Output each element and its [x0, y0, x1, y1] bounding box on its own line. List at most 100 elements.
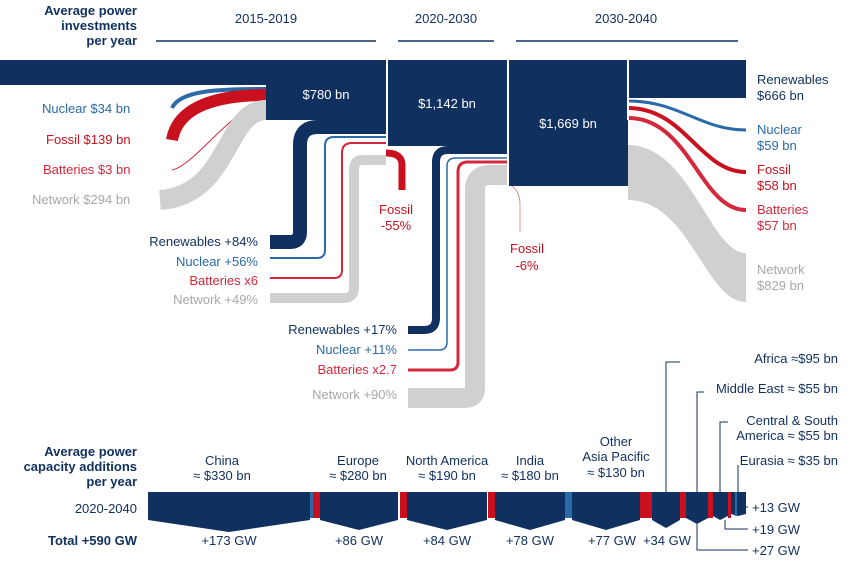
block-2015-2019-left	[0, 60, 266, 62]
input-label: Batteries $3 bn	[43, 162, 130, 177]
row-label-total: Total +590 GW	[48, 533, 138, 548]
band-north-america-fossil	[488, 492, 495, 518]
flow-out-batteries	[627, 116, 747, 212]
growth-label: Network +49%	[173, 292, 258, 307]
flow-fossil-drop-1	[385, 149, 406, 190]
band-africa	[652, 492, 680, 528]
investments-title-line-2: investments	[61, 18, 137, 33]
region-name: Other	[600, 434, 633, 449]
region-investment: ≈ $180 bn	[501, 468, 559, 483]
flow-network-growth-1	[270, 155, 386, 303]
flow-in-network	[158, 100, 268, 210]
output-label: Batteries	[757, 202, 809, 217]
region-gw: +27 GW	[752, 543, 801, 558]
block-2030-2040	[508, 60, 628, 186]
period-label: 2030-2040	[595, 11, 657, 26]
flow-out-fossil	[627, 106, 747, 174]
fossil-drop-value: -55%	[381, 218, 412, 233]
region-gw: +86 GW	[335, 533, 384, 548]
region-name: Asia Pacific	[582, 449, 650, 464]
flow-in-nuclear	[170, 87, 267, 110]
region-gw: +13 GW	[752, 500, 801, 515]
output-value: $59 bn	[757, 138, 797, 153]
input-label: Nuclear $34 bn	[42, 101, 130, 116]
output-label: Fossil	[757, 162, 791, 177]
growth-label: Nuclear +11%	[316, 342, 397, 357]
band-csa-fossil	[728, 492, 731, 518]
output-value: $829 bn	[757, 278, 804, 293]
region-investment: ≈ $280 bn	[329, 468, 387, 483]
band-eurasia-sep	[735, 492, 737, 516]
period-label: 2015-2019	[235, 11, 297, 26]
investments-title: Average power investments per year	[44, 3, 137, 48]
band-middle-east-fossil	[708, 492, 713, 518]
fossil-drop-value: -6%	[515, 258, 539, 273]
growth-label: Renewables +17%	[288, 322, 397, 337]
growth-label: Nuclear +56%	[176, 254, 258, 269]
flow-renewables-growth-1	[270, 120, 386, 249]
region-gw: +77 GW	[588, 533, 637, 548]
band-china-fossil	[313, 492, 320, 518]
region-name: Central & South	[746, 413, 838, 428]
capacity-title-line-3: per year	[86, 474, 137, 489]
region-name: Eurasia ≈ $35 bn	[740, 453, 838, 468]
capacity-title: Average power capacity additions per yea…	[24, 444, 137, 489]
band-eurasia	[731, 492, 746, 516]
region-name: India	[516, 453, 545, 468]
band-middle-east	[686, 492, 708, 524]
period-label: 2020-2030	[415, 11, 477, 26]
band-africa-fossil	[680, 492, 686, 518]
band-india-sep	[565, 492, 572, 518]
flow-out-network	[628, 145, 746, 302]
input-label: Fossil $139 bn	[46, 132, 131, 147]
flow-renewables-growth-2	[408, 146, 508, 334]
block-2020-2030	[388, 60, 508, 146]
capacity-title-line-2: capacity additions	[24, 459, 137, 474]
flow-nuclear-growth-1	[270, 136, 386, 259]
output-label: Network	[757, 262, 805, 277]
region-gw: +84 GW	[423, 533, 472, 548]
flow-batteries-growth-2	[408, 160, 508, 372]
band-other-asia-fossil	[640, 492, 652, 518]
fossil-drop-label: Fossil	[379, 202, 413, 217]
investments-title-line-1: Average power	[44, 3, 137, 18]
output-value: $58 bn	[757, 178, 797, 193]
block-total: $1,142 bn	[418, 96, 476, 111]
growth-label: Batteries x2.7	[318, 362, 398, 377]
growth-label: Renewables +84%	[149, 234, 258, 249]
band-china-sep	[310, 492, 313, 518]
row-label-period: 2020-2040	[75, 501, 137, 516]
block-2015-2019	[266, 60, 386, 120]
period-headers: 2015-2019 2020-2030 2030-2040	[156, 11, 738, 42]
block-total: $1,669 bn	[539, 116, 597, 131]
band-europe-fossil	[400, 492, 407, 518]
region-name: North America	[406, 453, 489, 468]
input-label: Network $294 bn	[32, 192, 130, 207]
capacity-band	[148, 492, 746, 532]
flow-batteries-growth-1	[270, 142, 386, 279]
growth-label: Network +90%	[312, 387, 397, 402]
output-label: Nuclear	[757, 122, 802, 137]
sankey-flows	[0, 61, 747, 408]
band-europe	[320, 492, 398, 530]
region-name: Middle East ≈ $55 bn	[716, 381, 838, 396]
region-investment: ≈ $330 bn	[193, 468, 251, 483]
region-investment: ≈ $130 bn	[587, 465, 645, 480]
input-label: Renewables $310 bn	[7, 66, 129, 81]
fossil-drop-label: Fossil	[510, 241, 544, 256]
flow-network-growth-2	[408, 165, 508, 408]
output-value: $57 bn	[757, 218, 797, 233]
flow-out-nuclear	[627, 99, 747, 132]
band-other-asia	[572, 492, 640, 530]
investments-title-line-3: per year	[86, 33, 137, 48]
capacity-title-line-1: Average power	[44, 444, 137, 459]
leader-lines	[665, 361, 748, 551]
block-2030-2040-edge	[628, 60, 746, 98]
region-name: China	[205, 453, 240, 468]
region-investment: ≈ $190 bn	[418, 468, 476, 483]
band-india	[495, 492, 565, 530]
region-name: Africa ≈$95 bn	[754, 351, 838, 366]
region-gw: +78 GW	[506, 533, 555, 548]
band-north-america	[407, 492, 487, 530]
